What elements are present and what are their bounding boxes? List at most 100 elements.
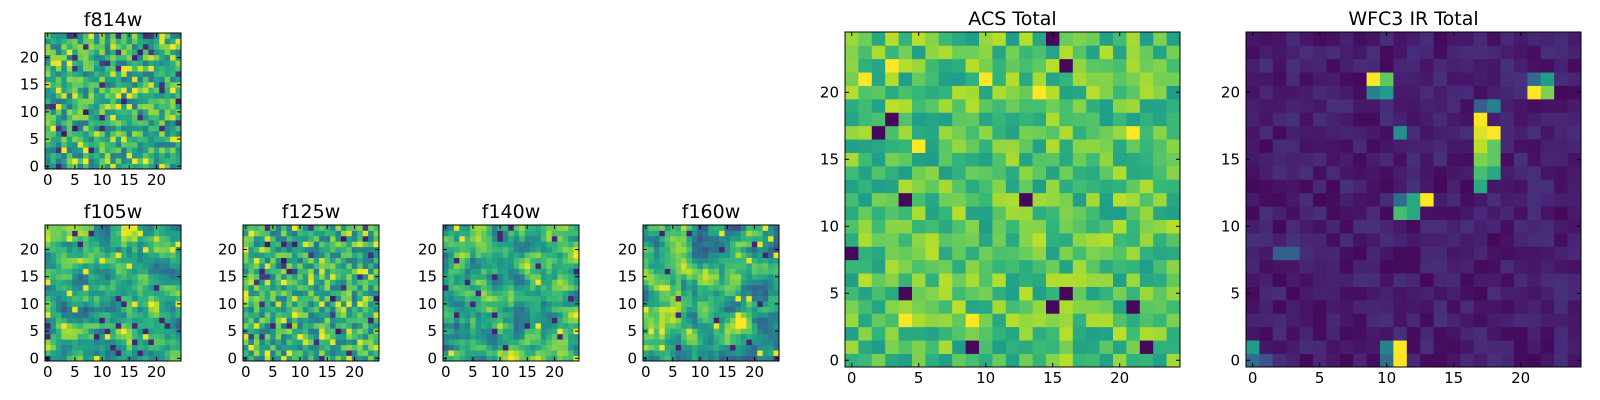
heatmap-cell	[979, 85, 993, 100]
heatmap-cell	[1554, 219, 1568, 234]
heatmap-cell	[164, 109, 171, 115]
heatmap-cell	[1272, 58, 1287, 73]
heatmap-cell	[132, 312, 138, 318]
heatmap-cell	[1032, 273, 1047, 287]
heatmap-cell	[497, 268, 504, 275]
heatmap-cell	[159, 65, 166, 72]
heatmap-cell	[137, 136, 144, 143]
heatmap-cell	[535, 339, 542, 346]
heatmap-cell	[313, 322, 320, 329]
heatmap-cell	[61, 81, 68, 88]
heatmap-cell	[88, 312, 95, 318]
heatmap-cell	[730, 246, 736, 253]
heatmap-cell	[159, 306, 166, 313]
heatmap-cell	[546, 317, 553, 324]
heatmap-cell	[486, 268, 493, 275]
heatmap-cell	[291, 257, 298, 264]
heatmap-cell	[77, 350, 84, 356]
heatmap-cell	[751, 344, 758, 351]
heatmap-cell	[148, 120, 155, 126]
heatmap-cell	[992, 340, 1007, 354]
heatmap-cell	[291, 322, 298, 329]
heatmap-cell	[45, 87, 51, 94]
heatmap-cell	[546, 333, 553, 340]
heatmap-cell	[573, 306, 580, 313]
heatmap-cell	[83, 125, 89, 132]
heatmap-cell	[546, 252, 553, 258]
heatmap-cell	[1406, 99, 1421, 113]
heatmap-cell	[481, 290, 487, 297]
heatmap-cell	[77, 81, 84, 88]
heatmap-cell	[675, 355, 682, 362]
heatmap-cell	[132, 141, 138, 148]
heatmap-cell	[735, 230, 742, 237]
heatmap-cell	[164, 312, 171, 318]
heatmap-cell	[61, 103, 68, 110]
heatmap-cell	[653, 268, 660, 275]
heatmap-cell	[1272, 246, 1287, 261]
heatmap-cell	[508, 273, 515, 280]
heatmap-cell	[121, 268, 127, 275]
heatmap-cell	[443, 322, 449, 329]
heatmap-cell	[357, 306, 364, 313]
heatmap-cell	[1113, 286, 1127, 301]
heatmap-cell	[83, 152, 89, 159]
y-tick-label: 5	[29, 130, 39, 148]
heatmap-cell	[1313, 139, 1327, 153]
heatmap-cell	[281, 246, 287, 253]
heatmap-cell	[730, 252, 736, 258]
heatmap-cell	[243, 317, 249, 324]
heatmap-cell	[346, 312, 353, 318]
heatmap-cell	[164, 54, 171, 61]
heatmap-cell	[55, 344, 62, 351]
heatmap-cell	[132, 60, 138, 66]
heatmap-cell	[1514, 72, 1528, 86]
heatmap-cell	[730, 322, 736, 329]
heatmap-cell	[72, 279, 78, 286]
heatmap-cell	[340, 344, 347, 351]
heatmap-cell	[45, 147, 51, 154]
heatmap-cell	[77, 235, 84, 242]
heatmap-cell	[93, 103, 100, 110]
heatmap-cell	[281, 333, 287, 340]
heatmap-cell	[530, 301, 536, 307]
heatmap-cell	[88, 65, 95, 72]
heatmap-cell	[1046, 139, 1060, 153]
heatmap-cell	[259, 306, 266, 313]
heatmap-cell	[324, 257, 331, 264]
heatmap-cell	[148, 312, 155, 318]
heatmap-cell	[508, 252, 515, 258]
heatmap-cell	[275, 225, 282, 231]
heatmap-cell	[248, 279, 255, 286]
heatmap-cell	[524, 246, 531, 253]
heatmap-cell	[72, 87, 78, 94]
heatmap-cell	[259, 295, 266, 302]
heatmap-cell	[746, 290, 753, 297]
heatmap-cell	[264, 241, 271, 248]
heatmap-cell	[159, 54, 166, 61]
heatmap-cell	[773, 284, 780, 291]
heatmap-cell	[1313, 45, 1327, 60]
heatmap-cell	[912, 139, 926, 153]
heatmap-cell	[691, 317, 698, 324]
heatmap-cell	[992, 273, 1007, 287]
heatmap-cell	[1567, 192, 1582, 207]
heatmap-cell	[66, 339, 73, 346]
heatmap-cell	[142, 235, 149, 242]
heatmap-cell	[121, 295, 127, 302]
heatmap-cell	[670, 306, 676, 313]
heatmap-cell	[691, 312, 698, 318]
heatmap-cell	[1113, 326, 1127, 341]
heatmap-cell	[368, 312, 374, 318]
heatmap-cell	[259, 339, 266, 346]
heatmap-cell	[568, 317, 574, 324]
heatmap-cell	[448, 301, 455, 307]
heatmap-cell	[110, 60, 117, 66]
heatmap-cell	[757, 257, 764, 264]
heatmap-cell	[72, 252, 78, 258]
heatmap-cell	[573, 339, 580, 346]
heatmap-cell	[297, 273, 304, 280]
heatmap-cell	[1046, 246, 1060, 261]
heatmap-cell	[61, 163, 68, 170]
heatmap-cell	[912, 152, 926, 167]
